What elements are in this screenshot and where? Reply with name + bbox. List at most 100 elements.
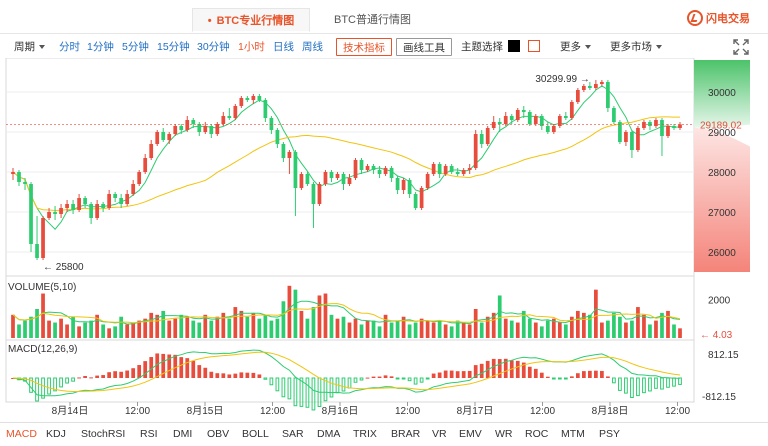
volume-bar (557, 322, 562, 338)
candle-body (347, 178, 352, 184)
volume-bar (618, 316, 622, 338)
caret-down-icon (656, 45, 662, 49)
candle (293, 150, 298, 216)
indicator-tab-dmi[interactable]: DMI (173, 428, 193, 440)
macd-bar (497, 359, 502, 378)
candle (347, 174, 352, 186)
candlestick-chart[interactable]: 26000 27000 28000 29000 30000 VOLUME(5,10) 200… (0, 58, 768, 422)
more-dropdown[interactable]: 更多 (560, 38, 591, 56)
macd-bar (425, 377, 430, 380)
more-label: 更多 (560, 41, 581, 53)
volume-bars (11, 285, 682, 338)
indicator-tab-mtm[interactable]: MTM (561, 428, 585, 440)
x-tick-label: 12:00 (665, 406, 690, 417)
indicator-tab-stochrsi[interactable]: StochRSI (81, 428, 126, 440)
volume-bar (59, 318, 63, 338)
candle (41, 216, 45, 260)
candle-body (575, 90, 580, 102)
candle-body (167, 134, 172, 140)
indicator-tab-obv[interactable]: OBV (207, 428, 230, 440)
candle (642, 120, 646, 130)
header-bar: • BTC专业行情图 BTC普通行情图 闪电交易 (0, 0, 768, 34)
candle (491, 116, 496, 130)
volume-bar (539, 326, 544, 338)
expand-arrows-icon[interactable] (732, 38, 750, 56)
macd-dea-line (12, 351, 681, 392)
macd-bar (35, 377, 39, 402)
candle (485, 126, 490, 146)
candle-body (335, 174, 340, 178)
tab-btc-normal-chart[interactable]: BTC普通行情图 (324, 8, 421, 32)
macd-bar (588, 370, 592, 378)
indicator-tab-trix[interactable]: TRIX (353, 428, 377, 440)
candle (17, 170, 21, 186)
indicator-tab-boll[interactable]: BOLL (242, 428, 269, 440)
candle (425, 172, 430, 190)
indicator-tab-brar[interactable]: BRAR (391, 428, 421, 440)
drawing-tools-button[interactable]: 画线工具 (396, 38, 452, 56)
period-dropdown[interactable]: 周期 (14, 38, 45, 56)
volume-bar (131, 322, 136, 338)
candle (389, 166, 394, 182)
volume-bar (119, 316, 124, 338)
macd-bar (197, 365, 202, 378)
volume-bar (666, 310, 670, 338)
macd-bar (359, 377, 364, 381)
indicator-tab-psy[interactable]: PSY (599, 428, 621, 440)
macd-bar (461, 371, 466, 378)
volume-bar (461, 322, 466, 338)
interval-weekly[interactable]: 周线 (302, 41, 323, 53)
macd-bar (257, 374, 262, 378)
indicator-tab-emv[interactable]: EMV (459, 428, 482, 440)
tech-indicator-button[interactable]: 技术指标 (336, 38, 392, 56)
volume-bar (569, 316, 574, 338)
candle (383, 166, 388, 176)
macd-bar (149, 357, 154, 378)
candle (101, 202, 105, 212)
interval-daily[interactable]: 日线 (273, 41, 294, 53)
interval-5min[interactable]: 5分钟 (122, 41, 149, 53)
interval-1hour[interactable]: 1小时 (238, 41, 265, 53)
y-tick-label: 26000 (708, 248, 736, 259)
interval-timeshare[interactable]: 分时 (59, 41, 80, 53)
macd-bar (575, 373, 580, 378)
candle-body (624, 132, 628, 142)
volume-bar (419, 318, 424, 338)
macd-bar (95, 375, 99, 378)
indicator-tab-vr[interactable]: VR (432, 428, 447, 440)
flash-trade-link[interactable]: 闪电交易 (687, 9, 750, 29)
indicator-tab-roc[interactable]: ROC (525, 428, 549, 440)
theme-dark-swatch[interactable] (508, 40, 520, 52)
macd-bar (612, 377, 616, 384)
macd-bar (293, 377, 298, 407)
candle-body (443, 166, 448, 174)
indicator-tab-wr[interactable]: WR (495, 428, 513, 440)
macd-bar (269, 377, 274, 386)
interval-15min[interactable]: 15分钟 (157, 41, 190, 53)
indicator-tab-macd[interactable]: MACD (6, 428, 37, 440)
volume-bar (654, 320, 658, 338)
interval-30min[interactable]: 30分钟 (197, 41, 230, 53)
volume-bar (293, 289, 298, 338)
indicator-tab-rsi[interactable]: RSI (140, 428, 158, 440)
volume-bar (233, 307, 238, 338)
macd-bar (227, 374, 232, 378)
indicator-tab-sar[interactable]: SAR (282, 428, 304, 440)
theme-light-swatch[interactable] (528, 40, 540, 52)
candle (569, 100, 574, 120)
candle-body (509, 116, 514, 120)
volume-bar (299, 310, 304, 338)
tab-btc-pro-chart[interactable]: • BTC专业行情图 (192, 8, 310, 32)
indicator-tab-dma[interactable]: DMA (317, 428, 341, 440)
candle (257, 94, 262, 102)
more-markets-dropdown[interactable]: 更多市场 (610, 38, 662, 56)
candle-body (233, 106, 238, 118)
candle-body (89, 204, 93, 218)
indicator-tab-kdj[interactable]: KDJ (46, 428, 66, 440)
macd-bar (131, 368, 136, 378)
candle-body (371, 166, 376, 170)
volume-bar (83, 322, 87, 338)
interval-1min[interactable]: 1分钟 (87, 41, 114, 53)
candle (125, 190, 130, 206)
volume-bar (35, 309, 39, 338)
